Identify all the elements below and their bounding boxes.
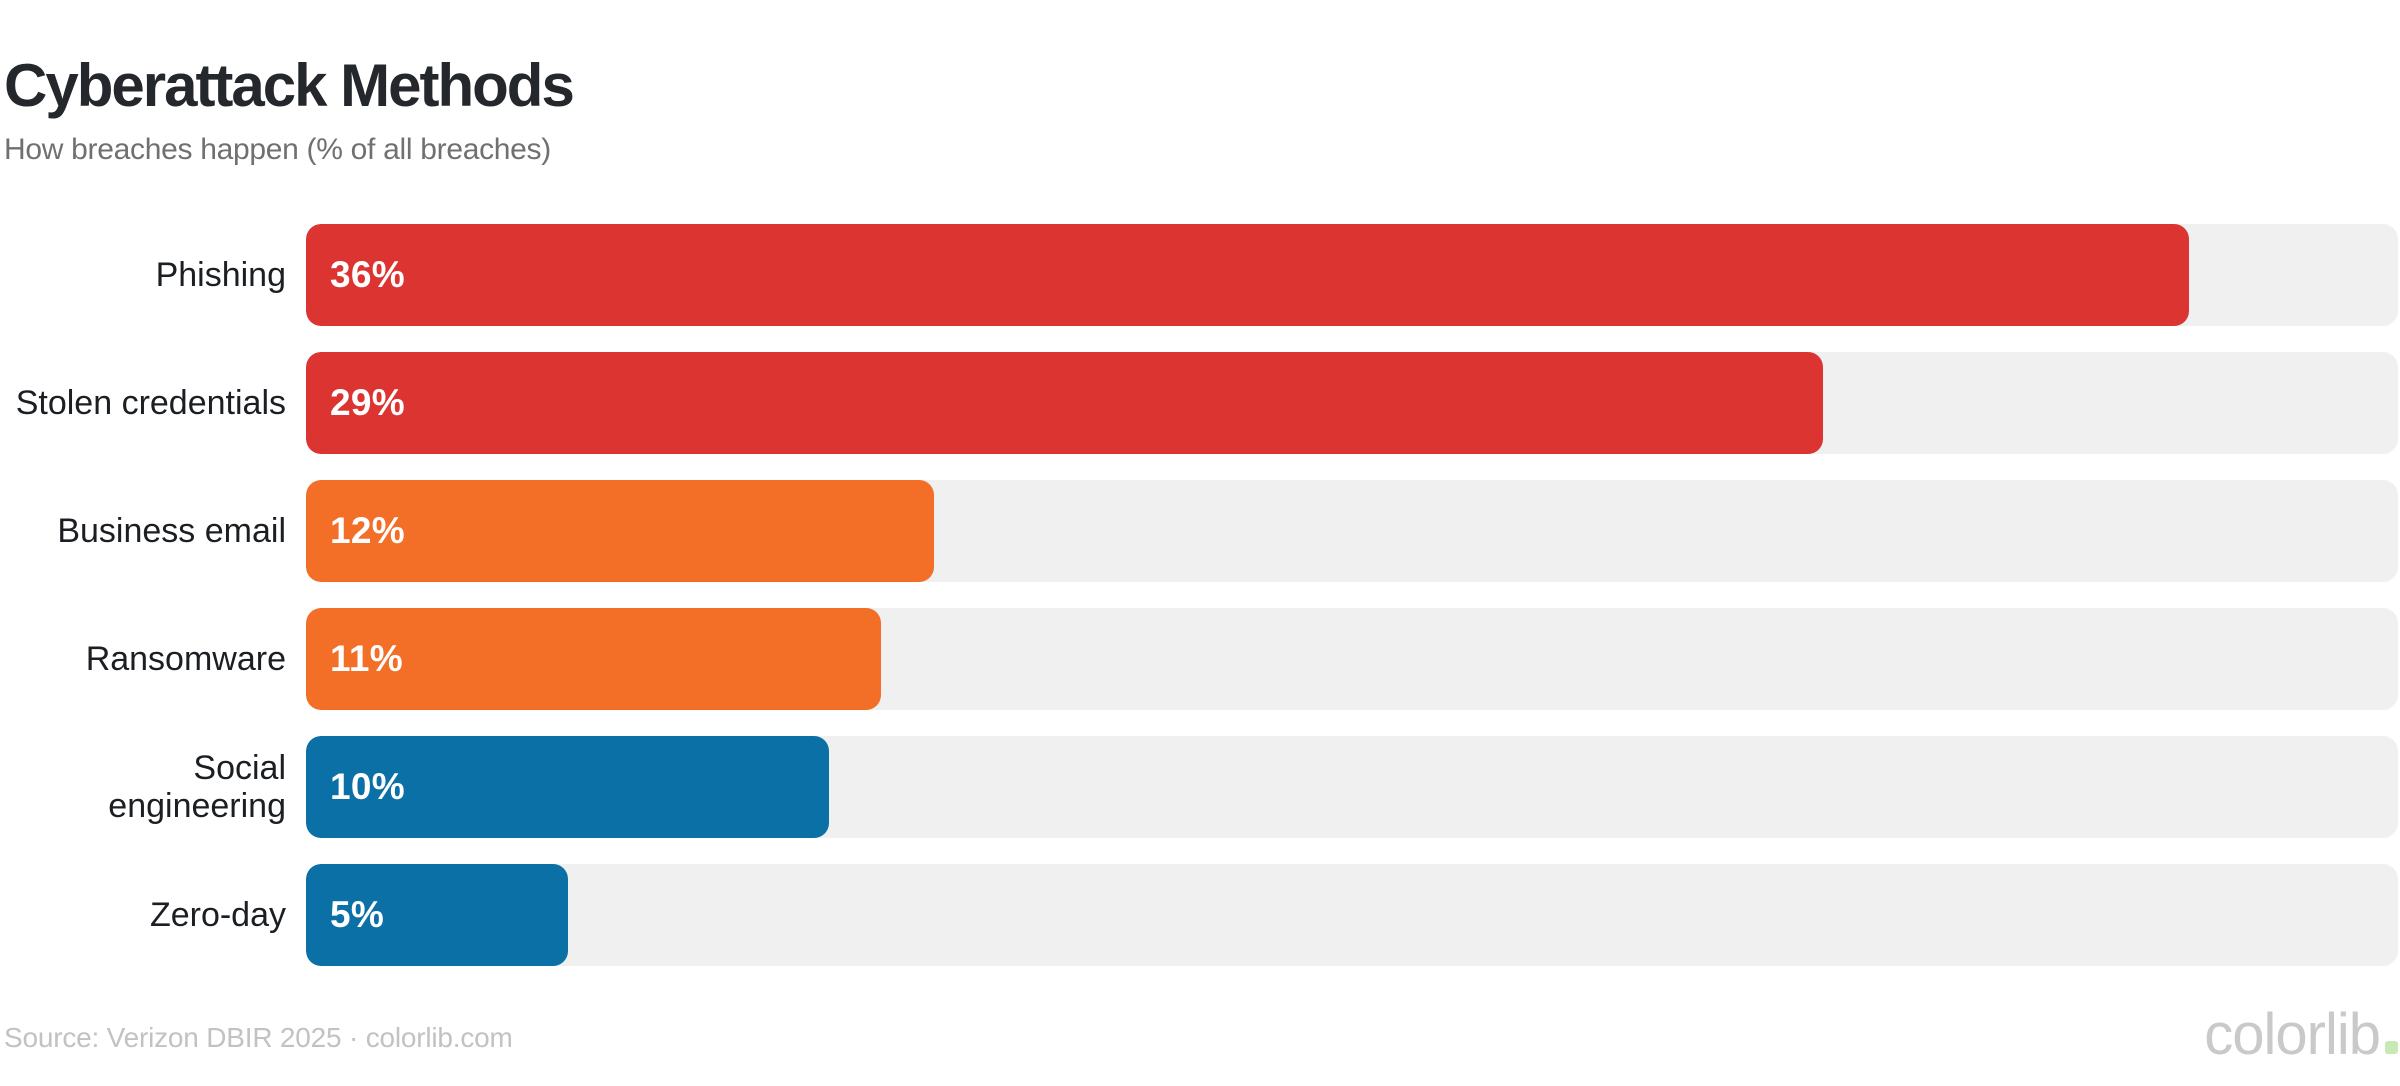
bar-track: 29%: [306, 352, 2398, 454]
bar-row: Phishing 36%: [4, 224, 2398, 326]
bar-value: 11%: [330, 638, 403, 679]
source-note: Source: Verizon DBIR 2025 · colorlib.com: [4, 1022, 513, 1053]
bar-fill: 12%: [306, 480, 934, 582]
bar-value: 29%: [330, 382, 405, 423]
bar-label: Business email: [57, 511, 286, 550]
page-title: Cyberattack Methods: [4, 52, 575, 119]
bar-value: 5%: [330, 894, 385, 935]
chart-footer: Source: Verizon DBIR 2025 · colorlib.com…: [4, 1006, 2398, 1064]
bar-fill: 5%: [306, 864, 568, 966]
chart-header: Cyberattack Methods How breaches happen …: [4, 0, 2398, 167]
bar-chart: Phishing 36% Stolen credentials 29% Busi…: [4, 224, 2398, 966]
bar-track: 10%: [306, 736, 2398, 838]
colorlib-logo-text: colorlib: [2204, 1002, 2381, 1067]
bar-value: 10%: [330, 766, 405, 807]
bar-fill: 11%: [306, 608, 882, 710]
bar-fill: 29%: [306, 352, 1823, 454]
bar-label: Ransomware: [85, 639, 286, 678]
bar-label: Zero-day: [149, 895, 286, 934]
bar-label: Stolen credentials: [15, 383, 286, 422]
bar-track: 11%: [306, 608, 2398, 710]
bar-track: 36%: [306, 224, 2398, 326]
bar-fill: 36%: [306, 224, 2189, 326]
bar-track: 5%: [306, 864, 2398, 966]
logo-dot-icon: [2385, 1041, 2398, 1054]
bar-row: Business email 12%: [4, 480, 2398, 582]
bar-label: Phishing: [155, 255, 286, 294]
bar-row: Ransomware 11%: [4, 608, 2398, 710]
bar-row: Social engineering 10%: [4, 736, 2398, 838]
bar-label: Social engineering: [108, 748, 286, 825]
bar-fill: 10%: [306, 736, 829, 838]
bar-value: 12%: [330, 510, 405, 551]
bar-row: Stolen credentials 29%: [4, 352, 2398, 454]
bar-value: 36%: [330, 254, 405, 295]
page-subtitle: How breaches happen (% of all breaches): [4, 133, 551, 166]
bar-track: 12%: [306, 480, 2398, 582]
colorlib-logo: colorlib: [2204, 1006, 2398, 1064]
bar-row: Zero-day 5%: [4, 864, 2398, 966]
